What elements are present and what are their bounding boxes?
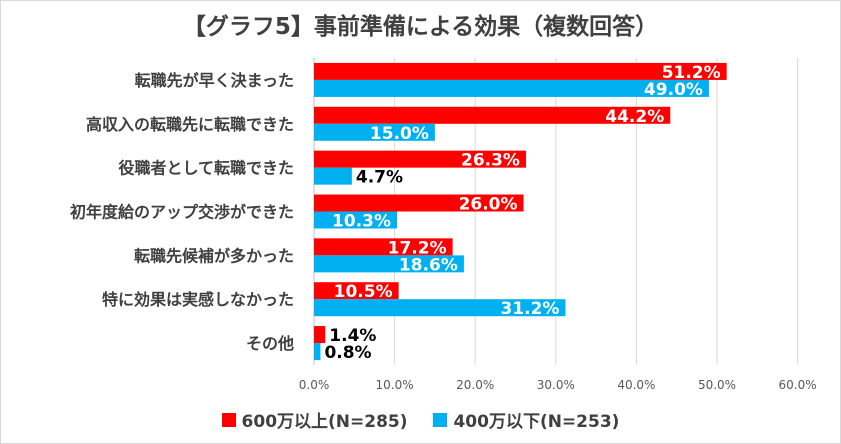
legend-label-series-1: 600万以上(N=285) (241, 412, 408, 432)
category-label: 役職者として転職できた (118, 159, 294, 178)
data-label-series-1: 51.2% (662, 63, 721, 83)
chart-legend: 600万以上(N=285) 400万以下(N=253) (1, 407, 840, 432)
legend-swatch-series-2 (433, 412, 448, 427)
category-label: 特に効果は実感しなかった (102, 290, 294, 309)
category-label: 転職先が早く決まった (135, 71, 294, 90)
x-tick-label: 30.0% (537, 378, 575, 392)
x-tick-label: 40.0% (617, 378, 655, 392)
data-label-series-2: 0.8% (324, 343, 371, 363)
data-label-series-1: 26.0% (459, 195, 518, 215)
bar-series-1 (314, 238, 453, 256)
bar-series-2 (314, 211, 398, 229)
bar-series-1 (314, 326, 326, 344)
data-label-series-1: 17.2% (388, 238, 447, 258)
bar-series-2 (314, 167, 352, 185)
data-label-series-2: 10.3% (332, 212, 391, 232)
data-label-series-1: 10.5% (334, 282, 393, 302)
legend-label-series-2: 400万以下(N=253) (453, 412, 620, 432)
x-tick-label: 60.0% (779, 378, 817, 392)
chart-title: 【グラフ5】事前準備による効果（複数回答） (182, 14, 659, 40)
data-label-series-2: 18.6% (399, 255, 458, 275)
category-label: 初年度給のアップ交渉ができた (70, 203, 294, 222)
bar-series-2 (314, 123, 435, 141)
data-label-series-1: 1.4% (329, 326, 376, 346)
legend-swatch-series-1 (221, 412, 236, 427)
legend-item-series-2: 400万以下(N=253) (433, 407, 619, 432)
x-tick-label: 20.0% (456, 378, 494, 392)
x-tick-label: 0.0% (299, 378, 330, 392)
bar-series-1 (314, 282, 399, 300)
bar-series-1 (314, 150, 526, 168)
bar-series-1 (314, 62, 727, 80)
bar-series-2 (314, 255, 464, 273)
data-label-series-2: 49.0% (644, 80, 703, 100)
category-label: 高収入の転職先に転職できた (86, 115, 294, 134)
category-label: その他 (246, 334, 294, 353)
bar-series-1 (314, 194, 524, 212)
legend-item-series-1: 600万以上(N=285) (221, 407, 408, 432)
bar-series-2 (314, 343, 321, 361)
data-label-series-1: 26.3% (461, 151, 520, 171)
data-label-series-2: 15.0% (370, 124, 429, 144)
bar-series-2 (314, 299, 566, 317)
data-label-series-2: 31.2% (500, 299, 559, 319)
x-tick-label: 50.0% (698, 378, 736, 392)
category-label: 転職先候補が多かった (134, 246, 294, 265)
bar-series-1 (314, 106, 671, 124)
data-label-series-1: 44.2% (605, 107, 664, 127)
x-tick-label: 10.0% (376, 378, 414, 392)
bar-series-2 (314, 79, 709, 97)
data-label-series-2: 4.7% (356, 168, 403, 188)
